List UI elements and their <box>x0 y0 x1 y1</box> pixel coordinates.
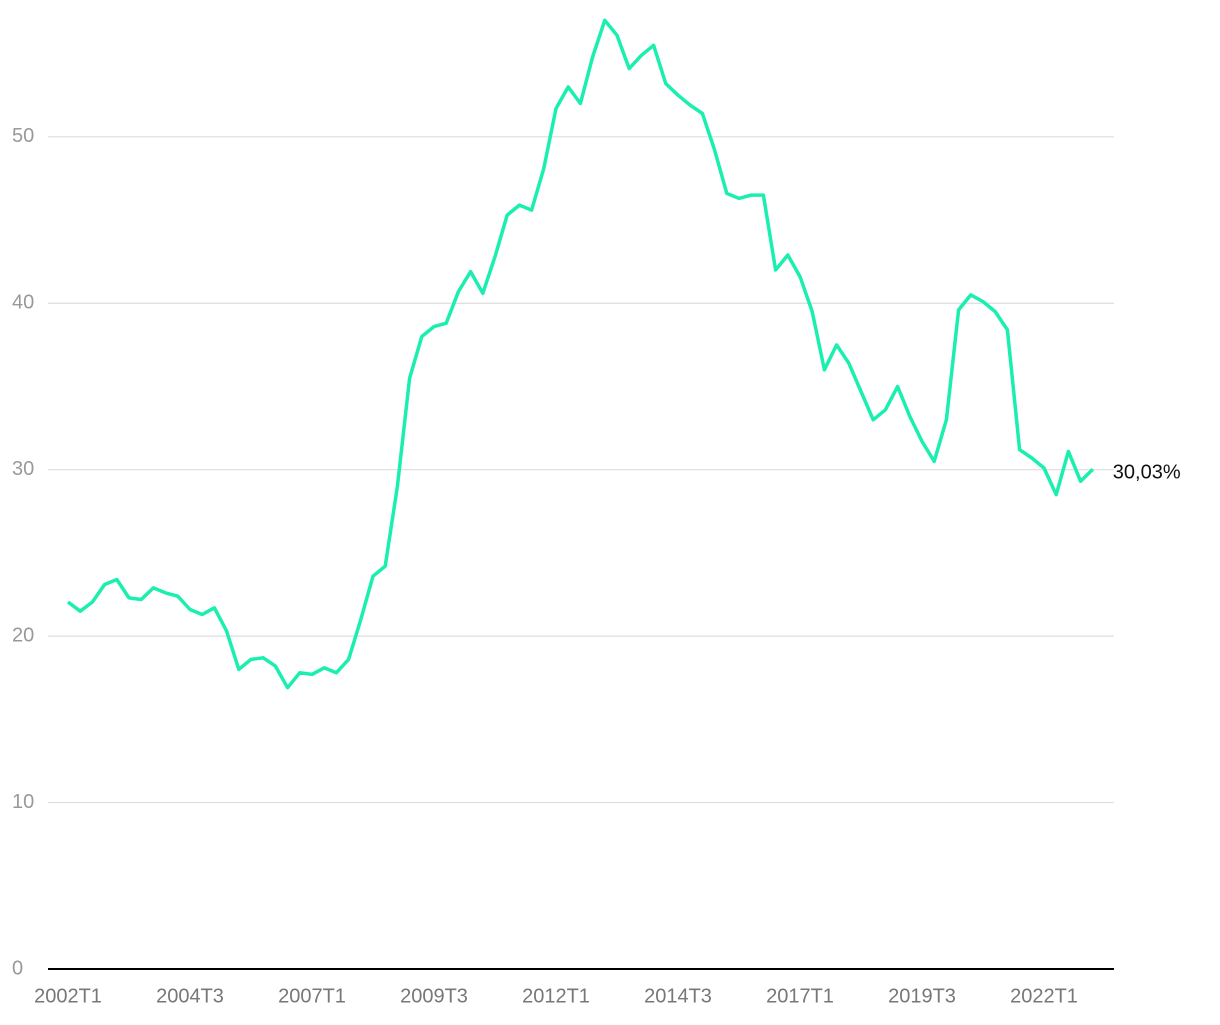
x-tick-label: 2004T3 <box>156 985 224 1007</box>
y-tick-label: 40 <box>12 292 34 314</box>
x-tick-label: 2002T1 <box>34 985 102 1007</box>
y-tick-label: 30 <box>12 458 34 480</box>
y-tick-label: 0 <box>12 957 23 979</box>
y-tick-label: 20 <box>12 624 34 646</box>
x-tick-label: 2012T1 <box>522 985 590 1007</box>
x-tick-label: 2017T1 <box>766 985 834 1007</box>
x-tick-label: 2014T3 <box>644 985 712 1007</box>
x-tick-label: 2007T1 <box>278 985 346 1007</box>
data-line <box>66 18 1095 690</box>
x-tick-label: 2022T1 <box>1010 985 1078 1007</box>
y-tick-label: 50 <box>12 125 34 147</box>
x-tick-label: 2009T3 <box>400 985 468 1007</box>
x-tick-label: 2019T3 <box>888 985 956 1007</box>
value-label: 30,03% <box>1113 461 1181 483</box>
y-tick-label: 10 <box>12 791 34 813</box>
